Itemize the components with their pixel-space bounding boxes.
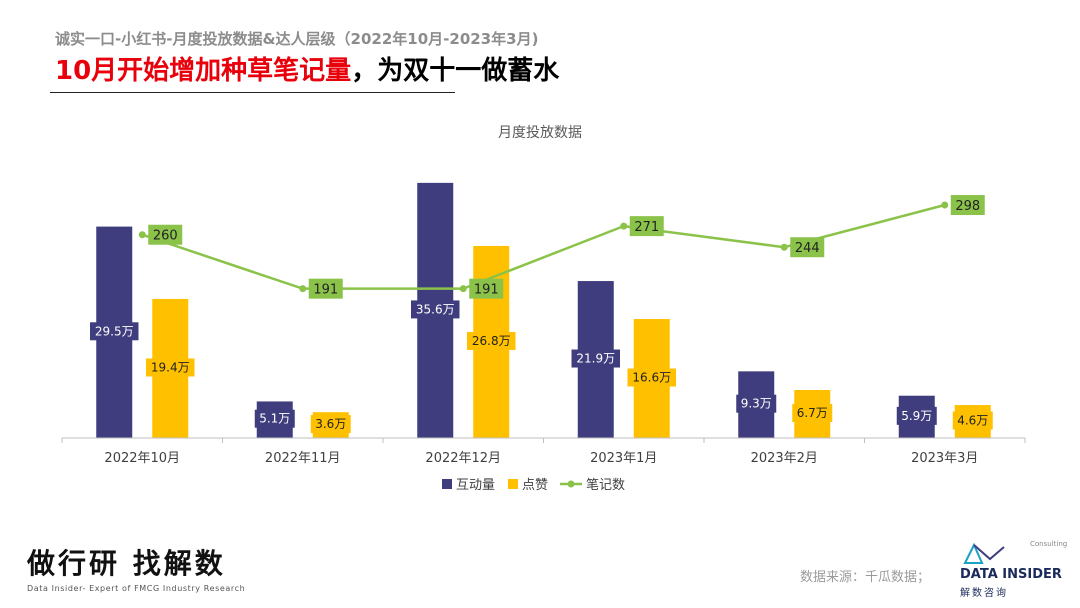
line-label-笔记数-2: 191 [474,283,499,298]
bar-label-点赞-1: 3.6万 [315,417,346,431]
bar-label-点赞-0: 19.4万 [151,360,190,374]
page-title: 10月开始增加种草笔记量，为双十一做蓄水 [55,50,559,87]
page-title-rest: ，为双十一做蓄水 [351,56,560,86]
bar-label-互动量-4: 9.3万 [741,397,772,411]
bar-label-互动量-0: 29.5万 [95,324,134,338]
bar-label-互动量-3: 21.9万 [576,352,615,366]
brand-logo: Consulting DATA INSIDER 解数咨询 [958,540,1068,600]
bar-label-box-互动量-0 [90,322,139,341]
footer-slogan: 做行研 找解数 [27,547,226,580]
brand-consulting: Consulting [1030,540,1068,548]
page-subtitle: 诚实一口-小红书-月度投放数据&达人层级（2022年10月-2023年3月) [55,30,539,48]
brand-name: DATA INSIDER [960,567,1062,582]
line-label-box-2 [469,278,504,299]
bar-label-box-互动量-5 [896,406,937,425]
legend-label-互动量: 互动量 [456,478,495,493]
line-label-笔记数-0: 260 [153,229,178,244]
line-label-box-5 [950,195,985,216]
line-point-笔记数-4 [780,243,788,251]
x-tick-label-2: 2022年12月 [425,451,501,466]
legend-label-笔记数: 笔记数 [586,477,625,493]
line-point-笔记数-1 [299,285,307,293]
chart-title: 月度投放数据 [498,125,582,141]
x-tick-label-5: 2023年3月 [911,451,978,466]
brand-mark-icon [963,542,1005,564]
x-tick-label-4: 2023年2月 [751,451,818,466]
bar-label-box-互动量-3 [571,349,620,368]
bar-label-box-点赞-3 [627,368,676,387]
bar-label-点赞-2: 26.8万 [472,334,511,348]
line-label-box-3 [629,216,664,237]
line-笔记数 [141,203,946,290]
data-source: 数据来源：千瓜数据； [800,570,931,585]
line-point-笔记数-2 [459,285,467,293]
bar-label-点赞-4: 6.7万 [797,406,828,420]
bar-label-点赞-3: 16.6万 [632,371,671,385]
bar-label-box-点赞-2 [467,331,516,350]
footer-slogan-sub: Data Insider- Expert of FMCG Industry Re… [27,584,246,593]
x-tick-label-3: 2023年1月 [590,451,657,466]
line-label-box-1 [308,278,343,299]
x-tick-label-0: 2022年10月 [104,451,180,466]
bar-label-box-点赞-1 [310,415,351,434]
line-label-笔记数-4: 244 [795,241,820,256]
legend-label-点赞: 点赞 [522,478,548,493]
legend-swatch-dot-笔记数 [567,480,575,488]
bar-label-box-点赞-0 [146,358,195,377]
bar-label-互动量-1: 5.1万 [259,412,290,426]
line-point-笔记数-3 [620,222,628,230]
bar-label-互动量-5: 5.9万 [901,409,932,423]
line-label-box-0 [148,224,183,245]
legend-swatch-互动量 [442,479,452,489]
bar-label-box-互动量-4 [736,394,777,413]
line-point-笔记数-5 [941,201,949,209]
bar-label-点赞-5: 4.6万 [957,414,988,428]
line-label-笔记数-1: 191 [313,283,338,298]
bar-label-box-点赞-4 [792,403,833,422]
bar-label-box-互动量-1 [254,409,295,428]
title-underline [50,92,455,93]
bar-label-box-互动量-2 [411,300,460,319]
legend-swatch-点赞 [508,479,518,489]
bar-label-互动量-2: 35.6万 [416,302,455,316]
page-title-highlight: 10月开始增加种草笔记量 [55,56,352,86]
line-label-笔记数-3: 271 [634,220,659,235]
line-point-笔记数-0 [138,231,146,239]
bar-label-box-点赞-5 [952,411,993,430]
x-tick-label-1: 2022年11月 [265,451,341,466]
line-label-box-4 [790,237,825,258]
line-label-笔记数-5: 298 [955,199,980,214]
brand-cn: 解数咨询 [960,588,1008,599]
